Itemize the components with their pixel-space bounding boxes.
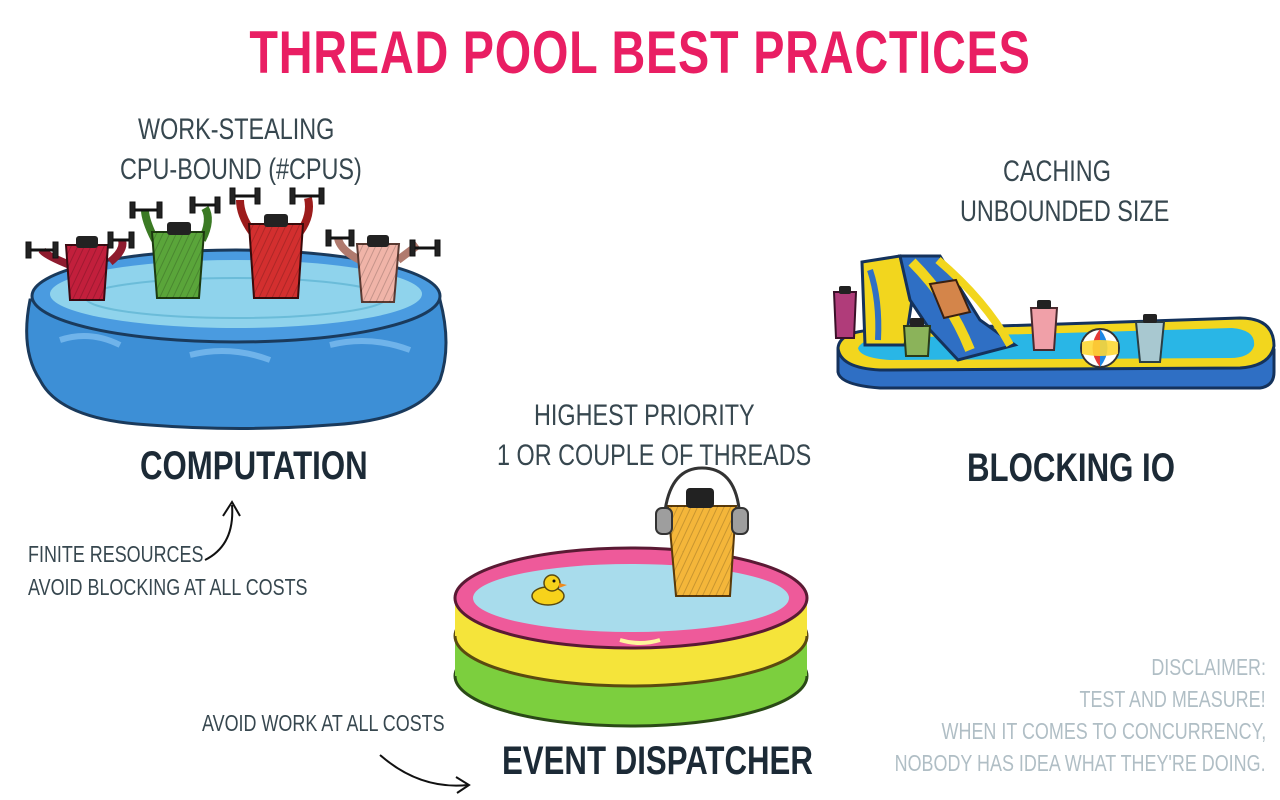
blocking-io-heading: BLOCKING IO xyxy=(967,446,1176,490)
computation-pool-icon xyxy=(25,248,448,430)
computation-heading: COMPUTATION xyxy=(140,444,368,488)
arrow-icon xyxy=(204,500,241,561)
computation-subtitle-2: CPU-BOUND (#CPUS) xyxy=(120,153,362,186)
dumbbell-icon xyxy=(25,187,441,259)
blocking-io-subtitle-2: UNBOUNDED SIZE xyxy=(960,195,1170,228)
computation-subtitle-1: WORK-STEALING xyxy=(138,113,335,146)
disclaimer-line-2: TEST AND MEASURE! xyxy=(1079,686,1266,712)
event-dispatcher-subtitle-2: 1 OR COUPLE OF THREADS xyxy=(497,439,812,472)
disclaimer-line-1: DISCLAIMER: xyxy=(1151,654,1266,680)
duck-icon xyxy=(531,574,567,606)
spool-icon xyxy=(666,488,738,597)
arrow-icon xyxy=(379,754,471,794)
headphones-icon xyxy=(655,466,749,535)
disclaimer-line-3: WHEN IT COMES TO CONCURRENCY, xyxy=(941,718,1266,744)
computation-note-2: AVOID BLOCKING AT ALL COSTS xyxy=(28,574,308,600)
event-dispatcher-note: AVOID WORK AT ALL COSTS xyxy=(202,710,445,736)
page-title: THREAD POOL BEST PRACTICES xyxy=(249,19,1031,86)
beach-ball-icon xyxy=(1080,328,1120,368)
spool-icon xyxy=(902,318,932,357)
event-dispatcher-heading: EVENT DISPATCHER xyxy=(502,739,813,783)
spool-icon xyxy=(832,286,858,339)
event-dispatcher-subtitle-1: HIGHEST PRIORITY xyxy=(534,399,755,432)
event-dispatcher-pool-icon xyxy=(453,546,809,728)
spool-icon xyxy=(928,278,972,320)
spool-icon xyxy=(1134,314,1166,363)
disclaimer-line-4: NOBODY HAS IDEA WHAT THEY'RE DOING. xyxy=(895,750,1266,776)
spool-icon xyxy=(236,197,313,299)
blocking-io-subtitle-1: CACHING xyxy=(1003,155,1111,188)
spool-icon xyxy=(141,205,212,299)
computation-note-1: FINITE RESOURCES xyxy=(28,541,204,567)
spool-icon xyxy=(334,235,421,303)
spool-icon xyxy=(1029,300,1059,351)
